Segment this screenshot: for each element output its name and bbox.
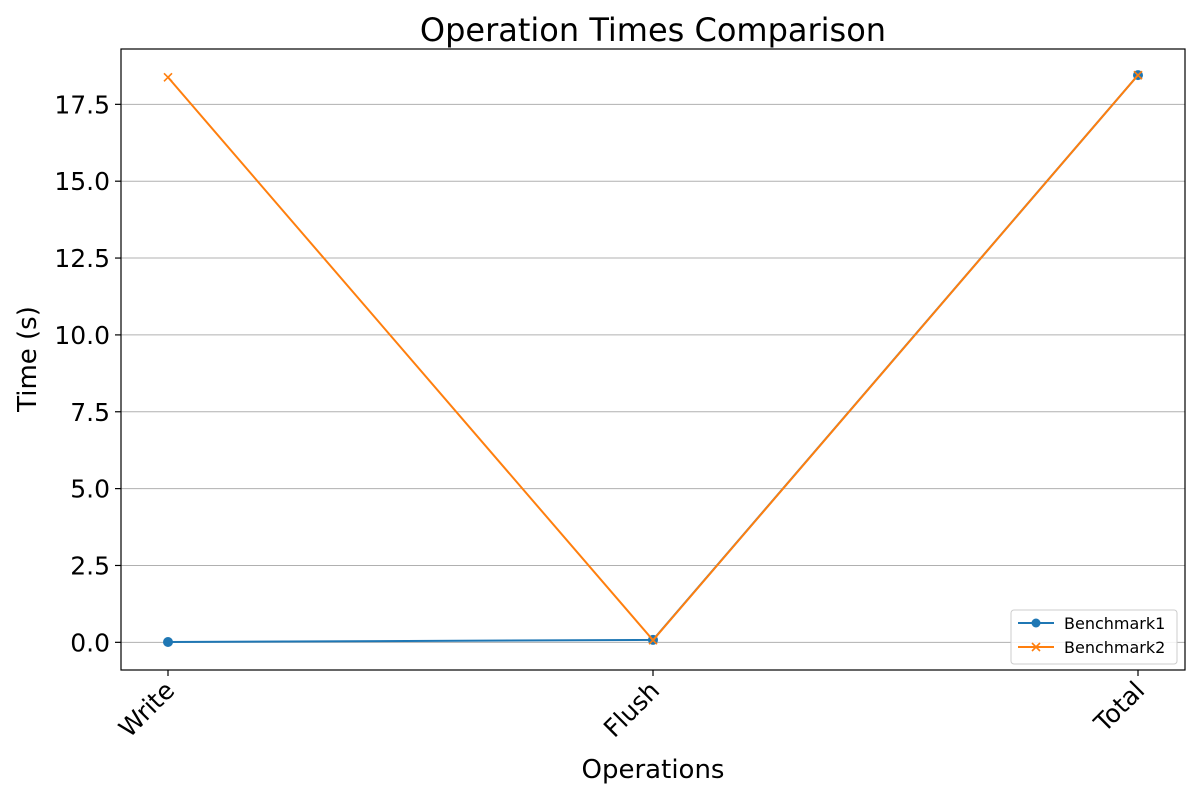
chart-title: Operation Times Comparison bbox=[420, 11, 886, 49]
y-tick-label: 0.0 bbox=[70, 628, 110, 657]
series-lines bbox=[163, 70, 1143, 648]
y-tick-label: 17.5 bbox=[54, 90, 110, 119]
x-tick-label: Flush bbox=[598, 676, 665, 743]
series-benchmark1 bbox=[163, 70, 1143, 648]
y-tick-label: 7.5 bbox=[70, 398, 110, 427]
x-axis-ticks: Write Flush Total bbox=[113, 670, 1150, 743]
legend-marker bbox=[1031, 618, 1041, 628]
x-tick-label: Write bbox=[113, 676, 180, 743]
y-tick-label: 2.5 bbox=[70, 551, 110, 580]
y-axis-ticks: 0.0 2.5 5.0 7.5 10.0 12.5 15.0 17.5 bbox=[54, 90, 121, 657]
legend-marker bbox=[1031, 642, 1041, 652]
data-point bbox=[648, 635, 658, 645]
series-line bbox=[167, 74, 1139, 644]
legend: Benchmark1 Benchmark2 bbox=[1010, 609, 1178, 665]
data-point bbox=[163, 637, 173, 648]
series-line bbox=[167, 74, 1139, 642]
y-tick-label: 12.5 bbox=[54, 244, 110, 273]
series-benchmark2 bbox=[163, 70, 1143, 645]
legend-label: Benchmark2 bbox=[1064, 638, 1165, 657]
y-tick-label: 10.0 bbox=[54, 321, 110, 350]
legend-label: Benchmark1 bbox=[1064, 614, 1165, 633]
y-tick-label: 15.0 bbox=[54, 167, 110, 196]
legend-item: Benchmark2 bbox=[1018, 638, 1165, 657]
legend-item: Benchmark1 bbox=[1018, 614, 1165, 633]
plot-frame bbox=[120, 48, 1186, 671]
y-axis-title: Time (s) bbox=[13, 306, 43, 413]
x-tick-label: Total bbox=[1088, 676, 1151, 739]
data-point bbox=[1133, 70, 1143, 80]
data-point bbox=[163, 72, 173, 82]
grid-lines bbox=[121, 103, 1185, 643]
y-tick-label: 5.0 bbox=[70, 475, 110, 504]
x-axis-title: Operations bbox=[582, 755, 725, 785]
